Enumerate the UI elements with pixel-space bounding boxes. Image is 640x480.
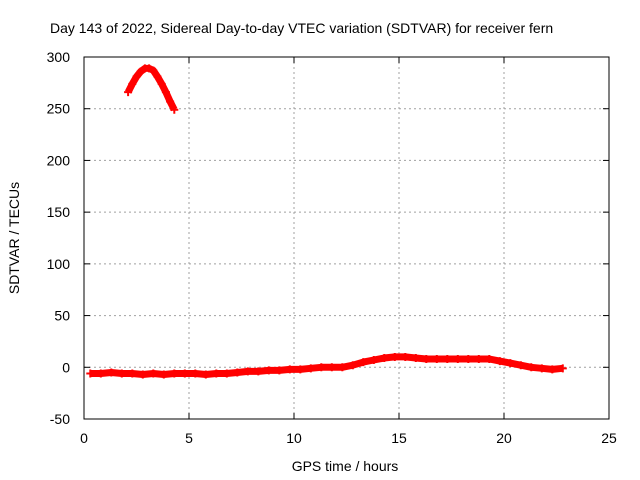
data-point bbox=[296, 365, 305, 374]
data-point bbox=[495, 357, 504, 366]
data-point bbox=[191, 369, 200, 378]
data-point bbox=[107, 368, 116, 377]
data-point bbox=[443, 355, 452, 364]
plot-frame bbox=[83, 56, 610, 420]
data-point bbox=[243, 367, 252, 376]
data-point bbox=[222, 369, 231, 378]
y-tick-label: 250 bbox=[47, 101, 71, 117]
data-point bbox=[453, 355, 462, 364]
data-point bbox=[275, 366, 284, 375]
data-point bbox=[161, 88, 170, 97]
data-point bbox=[153, 72, 162, 81]
data-point bbox=[149, 369, 158, 378]
x-tick-label: 10 bbox=[286, 430, 302, 446]
data-point bbox=[380, 353, 389, 362]
data-point bbox=[86, 369, 95, 378]
data-point bbox=[264, 366, 273, 375]
series-line-arc-1 bbox=[124, 64, 178, 112]
data-point bbox=[411, 353, 420, 362]
x-tick-label: 20 bbox=[496, 430, 512, 446]
series-line-arc-2 bbox=[90, 353, 564, 378]
data-point bbox=[369, 356, 378, 365]
data-point bbox=[145, 64, 154, 73]
data-point bbox=[128, 79, 137, 88]
data-point bbox=[96, 369, 105, 378]
y-tick-label: 0 bbox=[62, 359, 70, 375]
data-point bbox=[128, 369, 137, 378]
data-point bbox=[254, 367, 263, 376]
y-tick-label: 50 bbox=[54, 308, 70, 324]
x-tick-label: 15 bbox=[391, 430, 407, 446]
data-point bbox=[233, 368, 242, 377]
data-point bbox=[464, 355, 473, 364]
y-tick-label: 150 bbox=[47, 204, 71, 220]
data-point bbox=[201, 370, 210, 379]
data-point bbox=[506, 359, 515, 368]
data-point bbox=[166, 97, 175, 106]
data-point bbox=[285, 365, 294, 374]
y-tick-label: 100 bbox=[47, 256, 71, 272]
data-point bbox=[348, 361, 357, 370]
x-tick-label: 0 bbox=[80, 430, 88, 446]
data-point bbox=[516, 361, 525, 370]
data-point bbox=[138, 370, 147, 379]
data-point bbox=[558, 364, 567, 373]
data-layer bbox=[86, 64, 567, 379]
data-point bbox=[485, 355, 494, 364]
data-point bbox=[390, 352, 399, 361]
data-point bbox=[212, 369, 221, 378]
data-point bbox=[401, 352, 410, 361]
data-point bbox=[338, 363, 347, 372]
x-axis-label: GPS time / hours bbox=[292, 458, 399, 474]
data-point bbox=[548, 365, 557, 374]
data-point bbox=[124, 88, 133, 97]
y-axis-label: SDTVAR / TECUs bbox=[6, 182, 22, 294]
data-point bbox=[527, 363, 536, 372]
data-point bbox=[149, 66, 158, 75]
y-tick-label: 200 bbox=[47, 152, 71, 168]
data-point bbox=[170, 105, 179, 114]
data-point bbox=[132, 72, 141, 81]
data-point bbox=[136, 67, 145, 76]
y-tick-label: -50 bbox=[50, 411, 70, 427]
tick-layer: 0 5 10 15 20 25 -50 0 50 100 150 200 250 300 bbox=[47, 49, 617, 446]
y-tick-label: 300 bbox=[47, 49, 71, 65]
data-point bbox=[359, 358, 368, 367]
data-point bbox=[157, 79, 166, 88]
data-point bbox=[180, 369, 189, 378]
data-point bbox=[159, 370, 168, 379]
chart-title: Day 143 of 2022, Sidereal Day-to-day VTE… bbox=[50, 20, 553, 36]
data-point bbox=[474, 355, 483, 364]
data-point bbox=[317, 363, 326, 372]
x-tick-label: 5 bbox=[185, 430, 193, 446]
data-point bbox=[327, 363, 336, 372]
data-point bbox=[432, 355, 441, 364]
data-point bbox=[117, 369, 126, 378]
data-point bbox=[422, 355, 431, 364]
data-point bbox=[170, 369, 179, 378]
data-point bbox=[537, 364, 546, 373]
data-point bbox=[306, 364, 315, 373]
x-tick-label: 25 bbox=[601, 430, 617, 446]
